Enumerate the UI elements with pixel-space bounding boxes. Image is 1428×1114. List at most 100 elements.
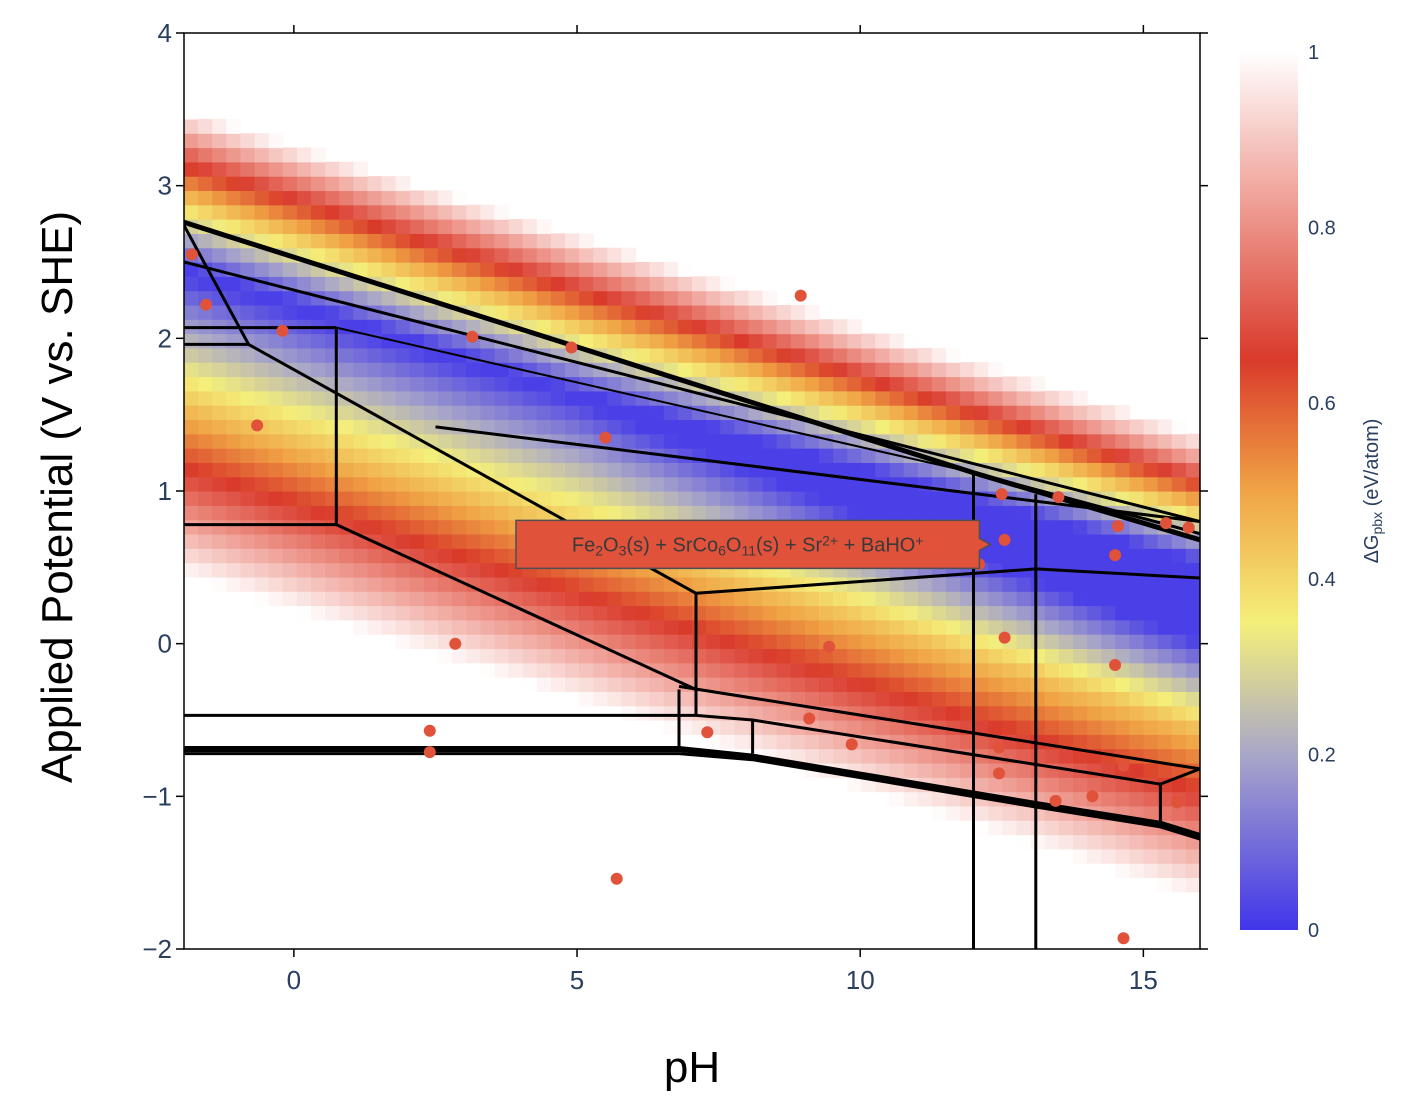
heatmap-cell	[875, 662, 891, 678]
data-point[interactable]	[1052, 491, 1065, 504]
data-point[interactable]	[276, 324, 289, 337]
data-point[interactable]	[998, 631, 1011, 644]
data-point[interactable]	[466, 330, 479, 343]
heatmap-cell	[381, 462, 397, 478]
heatmap-cell	[1185, 505, 1200, 521]
y-tick-label: 1	[158, 476, 172, 506]
data-point[interactable]	[423, 724, 436, 737]
heatmap-cell	[875, 362, 891, 378]
data-point[interactable]	[993, 767, 1005, 780]
data-point[interactable]	[993, 741, 1005, 754]
heatmap-cell	[974, 390, 989, 406]
data-point[interactable]	[995, 488, 1008, 501]
heatmap-cell	[593, 677, 608, 692]
heatmap-cell	[663, 347, 679, 363]
heatmap-cell	[1143, 419, 1159, 435]
data-point[interactable]	[701, 726, 714, 739]
data-point[interactable]	[823, 640, 836, 653]
heatmap-cell	[1002, 433, 1018, 449]
heatmap-cell	[988, 433, 1004, 449]
heatmap-cell	[212, 533, 227, 549]
data-point[interactable]	[1117, 759, 1130, 772]
data-point[interactable]	[565, 341, 578, 354]
heatmap-cell	[339, 333, 354, 349]
data-point[interactable]	[1109, 549, 1122, 562]
heatmap-cell	[635, 591, 651, 607]
heatmap-cell	[240, 204, 256, 220]
heatmap-cell	[254, 462, 270, 478]
heatmap-cell	[804, 605, 820, 621]
data-points[interactable]	[185, 248, 1195, 945]
heatmap-cell	[565, 419, 580, 435]
heatmap-cell	[1185, 705, 1200, 721]
heatmap-cell	[423, 476, 439, 492]
heatmap-cell	[480, 405, 496, 421]
heatmap-cell	[663, 634, 679, 650]
data-point[interactable]	[1086, 790, 1099, 803]
heatmap-cell	[960, 648, 975, 664]
heatmap-cell	[1087, 677, 1102, 692]
heatmap-cell	[692, 476, 707, 492]
data-point[interactable]	[845, 738, 858, 751]
heatmap-cell	[734, 347, 750, 363]
heatmap-cell	[988, 562, 1004, 578]
data-point[interactable]	[200, 298, 213, 311]
heatmap-cell	[1087, 820, 1102, 836]
data-point[interactable]	[998, 533, 1011, 546]
heatmap-cell	[522, 505, 538, 521]
heatmap-cell	[677, 319, 693, 335]
heatmap-cell	[1073, 419, 1088, 435]
data-point[interactable]	[1049, 794, 1062, 807]
heatmap-cell	[917, 491, 933, 506]
heatmap-cell	[663, 433, 679, 449]
data-point[interactable]	[1160, 517, 1172, 530]
heatmap-cell	[325, 190, 340, 206]
heatmap-cell	[311, 533, 326, 549]
data-point[interactable]	[251, 419, 264, 432]
heatmap-cell	[184, 405, 199, 421]
heatmap-cell	[240, 133, 256, 149]
data-point[interactable]	[1182, 521, 1195, 534]
heatmap-cell	[565, 290, 580, 306]
data-point[interactable]	[1111, 520, 1124, 533]
heatmap-cell	[254, 491, 270, 506]
data-point[interactable]	[803, 712, 816, 725]
heatmap-cell	[1073, 591, 1088, 607]
data-point[interactable]	[1109, 659, 1122, 671]
heatmap-cell	[1058, 648, 1074, 664]
data-point[interactable]	[423, 746, 436, 759]
heatmap-cell	[550, 276, 566, 292]
heatmap-cell	[621, 247, 637, 263]
heatmap-cell	[1171, 562, 1187, 578]
heatmap-cell	[296, 419, 312, 435]
heatmap-cell	[734, 734, 750, 750]
data-point[interactable]	[1171, 796, 1184, 809]
heatmap-cell	[1101, 591, 1116, 607]
heatmap-cell	[875, 720, 891, 735]
heatmap-cell	[960, 605, 975, 621]
data-point[interactable]	[449, 637, 462, 650]
heatmap-cell	[494, 533, 510, 549]
heatmap-cell	[381, 204, 397, 220]
heatmap-cell	[367, 548, 383, 564]
heatmap-cell	[226, 519, 242, 535]
heatmap-cell	[198, 448, 213, 463]
heatmap-cell	[226, 276, 242, 292]
heatmap-cell	[311, 562, 326, 578]
data-point[interactable]	[1117, 932, 1130, 945]
heatmap-cell	[1073, 691, 1088, 707]
heatmap-cell	[395, 276, 411, 292]
heatmap-cell	[1058, 462, 1074, 478]
heatmap-cell	[1129, 848, 1145, 864]
heatmap-cell	[367, 204, 383, 220]
heatmap-cell	[409, 405, 425, 421]
heatmap-cell	[804, 376, 820, 392]
heatmap-cell	[339, 276, 354, 292]
data-point[interactable]	[610, 872, 623, 885]
data-point[interactable]	[794, 289, 807, 302]
heatmap-cell	[438, 204, 453, 220]
data-point[interactable]	[185, 248, 198, 261]
heatmap-cell	[409, 362, 425, 378]
data-point[interactable]	[599, 431, 612, 444]
heatmap-cell	[240, 247, 256, 263]
